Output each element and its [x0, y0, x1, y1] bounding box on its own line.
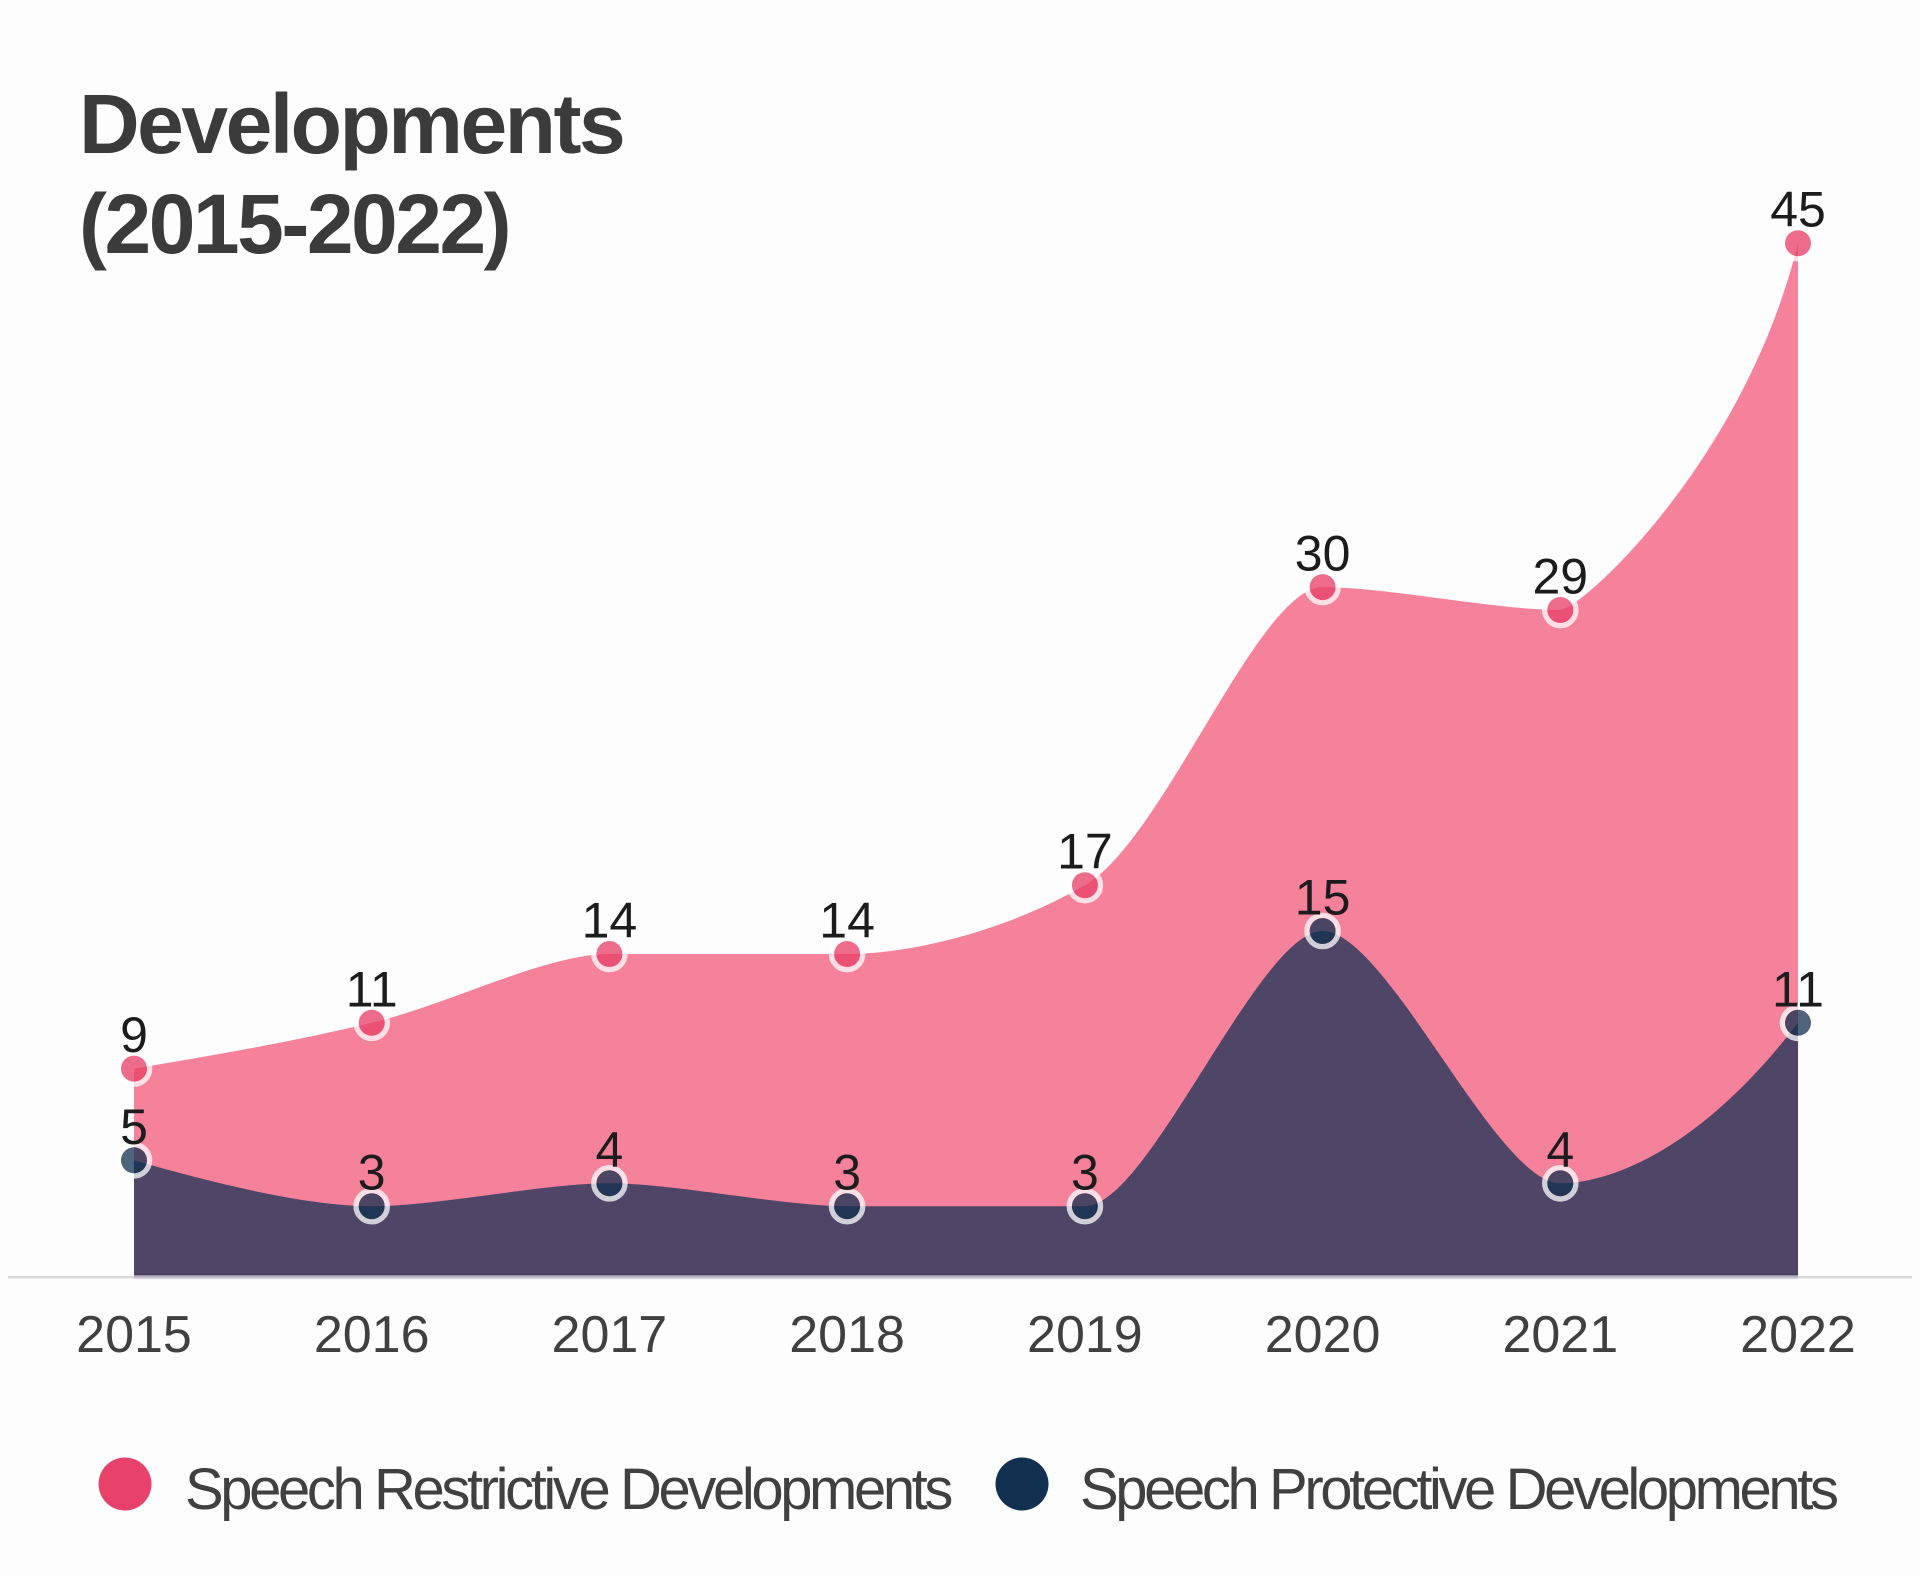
svg-text:30: 30: [1295, 526, 1351, 582]
svg-text:Speech Protective Developments: Speech Protective Developments: [1080, 1457, 1837, 1522]
svg-text:2022: 2022: [1740, 1306, 1856, 1364]
svg-text:3: 3: [1071, 1145, 1099, 1201]
svg-text:15: 15: [1295, 870, 1351, 926]
svg-text:11: 11: [1772, 961, 1824, 1017]
svg-text:2015: 2015: [76, 1306, 192, 1364]
svg-text:29: 29: [1532, 549, 1588, 605]
svg-text:2019: 2019: [1027, 1306, 1143, 1364]
svg-text:Speech Restrictive Development: Speech Restrictive Developments: [185, 1457, 951, 1522]
svg-text:11: 11: [346, 961, 398, 1017]
svg-text:2020: 2020: [1265, 1306, 1381, 1364]
svg-text:17: 17: [1057, 824, 1113, 880]
svg-text:5: 5: [120, 1099, 148, 1155]
svg-text:Developments: Developments: [79, 77, 623, 171]
svg-text:2018: 2018: [789, 1306, 905, 1364]
svg-text:2021: 2021: [1502, 1306, 1618, 1364]
svg-text:14: 14: [582, 893, 638, 949]
svg-text:14: 14: [819, 893, 875, 949]
svg-text:45: 45: [1770, 182, 1826, 238]
svg-text:4: 4: [1546, 1122, 1574, 1178]
svg-text:4: 4: [595, 1122, 623, 1178]
svg-text:(2015-2022): (2015-2022): [79, 177, 509, 271]
svg-text:3: 3: [833, 1145, 861, 1201]
svg-text:2016: 2016: [314, 1306, 430, 1364]
svg-text:3: 3: [358, 1145, 386, 1201]
svg-text:2017: 2017: [552, 1306, 668, 1364]
svg-text:9: 9: [120, 1007, 148, 1063]
